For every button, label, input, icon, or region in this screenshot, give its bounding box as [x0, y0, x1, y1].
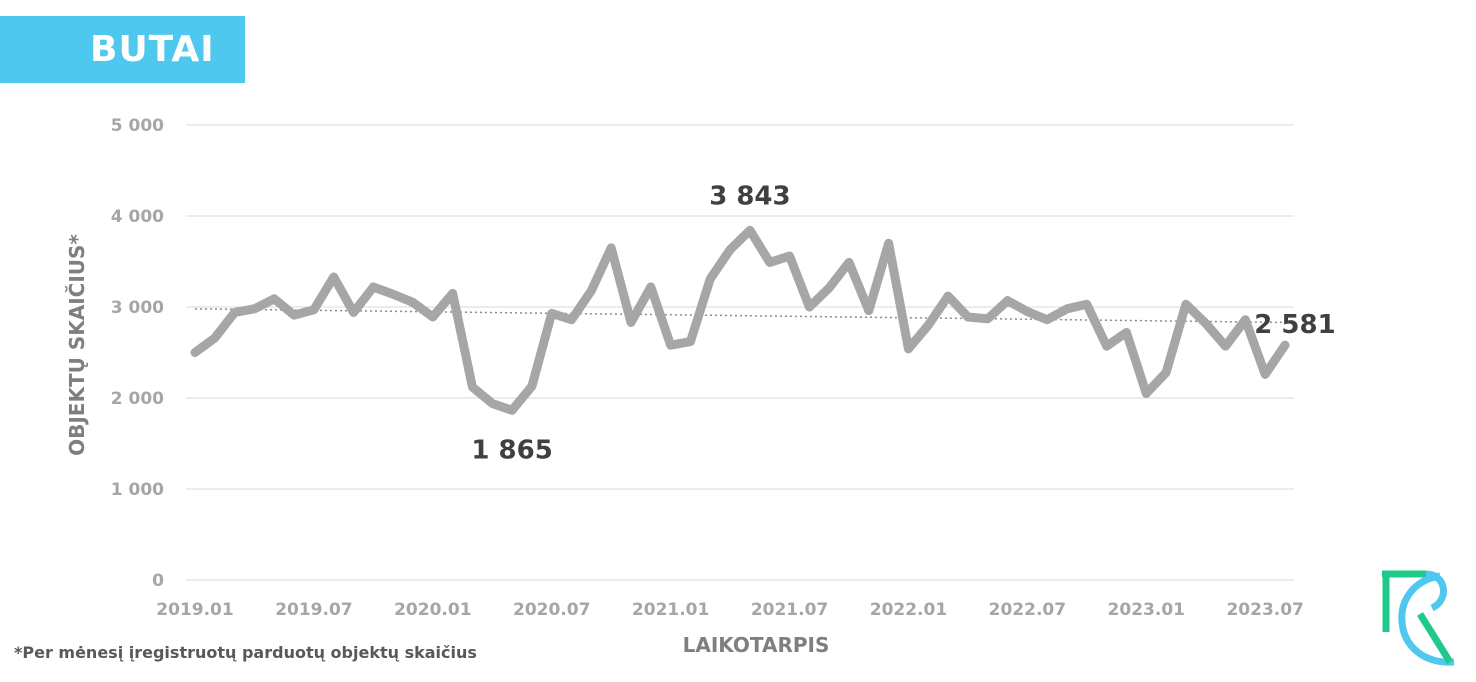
x-tick-label: 2021.01 — [632, 600, 709, 620]
x-tick-label: 2023.07 — [1226, 600, 1303, 620]
y-tick-label: 2 000 — [111, 389, 164, 409]
x-tick-label: 2023.01 — [1108, 600, 1185, 620]
y-tick-label: 0 — [152, 571, 164, 591]
footnote: *Per mėnesį įregistruotų parduotų objekt… — [14, 643, 477, 662]
x-tick-label: 2021.07 — [751, 600, 828, 620]
x-tick-label: 2022.07 — [989, 600, 1066, 620]
x-tick-label: 2020.01 — [394, 600, 471, 620]
y-tick-label: 4 000 — [111, 207, 164, 227]
section-badge-label: BUTAI — [90, 29, 215, 70]
y-tick-label: 5 000 — [111, 116, 164, 136]
y-axis-title: OBJEKTŲ SKAIČIUS* — [65, 234, 89, 456]
x-tick-label: 2019.07 — [275, 600, 352, 620]
y-tick-label: 1 000 — [111, 480, 164, 500]
data-label: 3 843 — [709, 181, 790, 211]
rc-monogram-logo-icon — [1380, 570, 1466, 674]
series-line — [190, 225, 1290, 415]
x-tick-label: 2022.01 — [870, 600, 947, 620]
trend-line — [194, 308, 1286, 324]
x-tick-label: 2019.01 — [156, 600, 233, 620]
x-tick-label: 2020.07 — [513, 600, 590, 620]
data-label: 1 865 — [471, 435, 552, 465]
x-axis-title: LAIKOTARPIS — [683, 633, 830, 657]
section-badge: BUTAI — [0, 16, 245, 83]
y-tick-label: 3 000 — [111, 298, 164, 318]
data-label: 2 581 — [1254, 310, 1335, 340]
